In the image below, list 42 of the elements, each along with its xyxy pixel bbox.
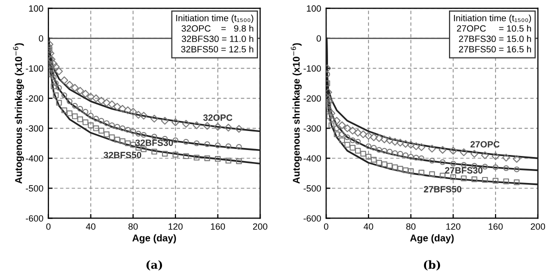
y-tick-label: -100 — [26, 65, 44, 72]
y-tick-label: -200 — [26, 95, 44, 102]
x-tick-label: 0 — [46, 223, 51, 230]
annotation: 32BFS50 — [104, 152, 142, 158]
y-tick-label: -200 — [304, 95, 321, 102]
x-tick-label: 0 — [324, 223, 328, 230]
text: (a) — [146, 260, 162, 270]
y-tick-label: -400 — [26, 155, 44, 162]
y-tick-label: -600 — [26, 215, 44, 222]
y-tick-label: -300 — [26, 125, 44, 132]
y-tick-label: -300 — [304, 125, 321, 132]
y-tick-label: 100 — [306, 5, 321, 12]
x-tick-label: 40 — [86, 223, 96, 230]
x-tick-label: 120 — [446, 223, 460, 230]
y-tick-label: 0 — [38, 35, 44, 42]
y-tick-label: -500 — [304, 185, 321, 192]
x-axis-title: Age (day) — [132, 234, 176, 244]
text: (b) — [424, 260, 440, 270]
y-tick-label: 100 — [29, 5, 44, 12]
x-tick-label: 40 — [364, 223, 374, 230]
x-tick-label: 80 — [406, 223, 416, 230]
annotation: Initiation time (t₁₅₀₀) 27OPC = 10.5 h 27BFS30 = 15.0 h 27BFS50 = 16.5 h — [454, 14, 531, 52]
y-tick-label: -100 — [304, 65, 321, 72]
x-tick-label: 160 — [488, 223, 503, 230]
y-axis-title: Autogenous shrinkage (x10$^{−6}$) — [13, 43, 24, 184]
x-tick-label: 80 — [128, 223, 138, 230]
y-tick-label: -600 — [304, 215, 321, 222]
y-tick-label: -400 — [304, 155, 321, 162]
annotation: 27BFS50 — [424, 186, 462, 192]
x-tick-label: 160 — [210, 223, 225, 230]
annotation: 32OPC — [203, 114, 232, 121]
y-axis-title: Autogenous shrinkage (x10$^{−6}$) — [290, 43, 302, 184]
y-tick-label: -500 — [26, 185, 44, 192]
annotation: Initiation time (t₁₅₀₀) 32OPC = 9.8 h 32BFS30 = 11.0 h 32BFS50 = 12.5 h — [176, 14, 254, 52]
x-tick-label: 200 — [253, 223, 268, 230]
y-tick-label: 0 — [316, 35, 321, 42]
annotation: 32BFS30 — [135, 140, 173, 146]
annotation: 27BFS30 — [445, 167, 482, 174]
x-tick-label: 120 — [168, 223, 183, 230]
x-axis-title: Age (day) — [410, 234, 454, 244]
annotation: 27OPC — [470, 141, 500, 148]
x-tick-label: 200 — [530, 223, 546, 230]
